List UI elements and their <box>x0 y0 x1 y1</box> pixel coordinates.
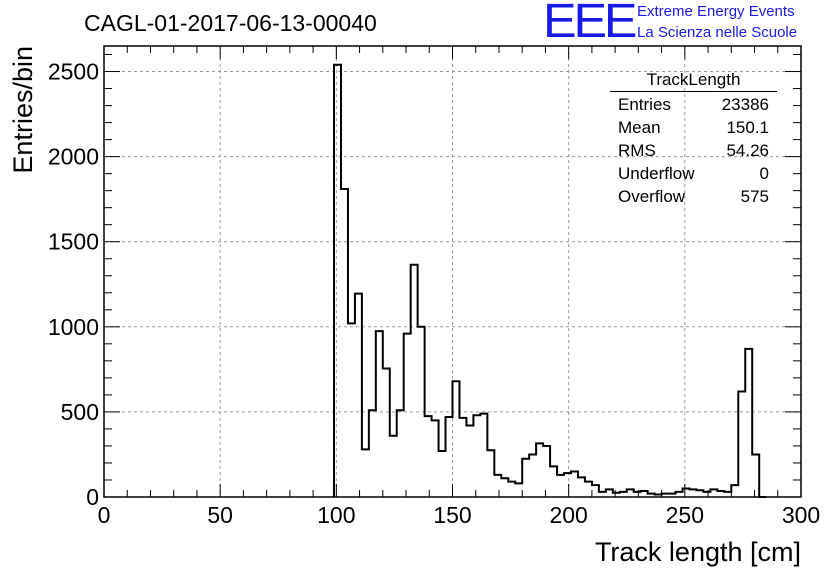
histogram-bin <box>383 369 390 497</box>
histogram-bin <box>627 489 634 497</box>
y-tick-label: 2000 <box>48 144 99 170</box>
stats-value-mean: 150.1 <box>726 118 769 137</box>
y-tick-label: 500 <box>61 399 99 425</box>
stats-value-rms: 54.26 <box>726 141 769 160</box>
x-tick-label: 150 <box>433 502 471 528</box>
histogram-bin <box>578 477 585 497</box>
histogram-bin <box>557 475 564 497</box>
stats-label-mean: Mean <box>618 118 661 137</box>
histogram-bin <box>501 478 508 497</box>
histogram-bin <box>731 485 738 497</box>
logo-caption-line2: La Scienza nelle Scuole <box>637 24 798 41</box>
stats-label-entries: Entries <box>618 95 671 114</box>
histogram-bin <box>459 418 466 497</box>
histogram-bin <box>466 426 473 497</box>
histogram-bin <box>752 454 759 497</box>
y-tick-label: 1500 <box>48 229 99 255</box>
x-tick-label: 50 <box>207 502 233 528</box>
stats-value-underflow: 0 <box>759 164 769 183</box>
histogram-bin <box>710 489 717 497</box>
stats-row: Overflow 575 <box>610 185 777 208</box>
axis-ticks: 0 50 100 150 200 250 300 0 500 1000 1500 2000 2500 <box>48 46 820 528</box>
histogram-bin <box>446 417 453 497</box>
stats-value-overflow: 575 <box>740 187 769 206</box>
histogram-bin <box>696 490 703 497</box>
histogram-bin <box>453 381 460 497</box>
histogram-bin <box>355 294 362 497</box>
histogram-bin <box>404 334 411 497</box>
histogram-bin <box>480 414 487 497</box>
histogram-bin <box>473 415 480 497</box>
histogram-bin <box>432 420 439 497</box>
histogram-bin <box>397 410 404 497</box>
y-axis-title: Entries/bin <box>8 46 38 174</box>
histogram-bin <box>439 451 446 497</box>
x-tick-label: 0 <box>98 502 111 528</box>
stats-row: Underflow 0 <box>610 162 777 185</box>
histogram-bin <box>390 436 397 497</box>
stats-row: Mean 150.1 <box>610 116 777 139</box>
histogram-outline <box>333 63 767 498</box>
histogram-bin <box>411 265 418 497</box>
stats-row: Entries 23386 <box>610 93 777 116</box>
stats-row: RMS 54.26 <box>610 139 777 162</box>
x-axis-title: Track length [cm] <box>595 537 801 567</box>
histogram-bin <box>341 189 348 497</box>
histogram-bin <box>425 416 432 497</box>
histogram-bin <box>494 475 501 497</box>
x-tick-label: 200 <box>549 502 587 528</box>
histogram-bin <box>606 489 613 497</box>
histogram-bin <box>376 331 383 497</box>
y-tick-label: 0 <box>86 484 99 510</box>
histogram-bin <box>564 473 571 497</box>
x-tick-label: 300 <box>782 502 820 528</box>
x-tick-label: 250 <box>666 502 704 528</box>
histogram-bin <box>689 489 696 497</box>
histogram-bin <box>362 449 369 497</box>
y-tick-label: 2500 <box>48 59 99 85</box>
histogram-bin <box>348 323 355 497</box>
histogram-bin <box>529 454 536 497</box>
stats-label-rms: RMS <box>618 141 656 160</box>
stats-label-overflow: Overflow <box>618 187 686 206</box>
stats-value-entries: 23386 <box>721 95 769 114</box>
histogram-bin <box>550 466 557 497</box>
x-tick-label: 100 <box>317 502 355 528</box>
histogram-bin <box>683 488 690 497</box>
stats-box: TrackLength Entries 23386 Mean 150.1 RMS… <box>610 70 777 208</box>
histogram-bin <box>745 349 752 497</box>
histogram-bin <box>369 410 376 497</box>
logo-caption-line1: Extreme Energy Events <box>637 3 795 20</box>
histogram-bin <box>515 483 522 497</box>
histogram-bin <box>543 446 550 497</box>
histogram-bin <box>522 459 529 497</box>
histogram-bin <box>738 391 745 497</box>
histogram-bin <box>585 482 592 497</box>
histogram-bin <box>536 443 543 497</box>
histogram-bin <box>487 450 494 497</box>
histogram-bin <box>334 65 341 497</box>
histogram-bin <box>571 471 578 497</box>
histogram-bin <box>592 485 599 497</box>
eee-logo: EEE <box>543 0 638 48</box>
y-tick-label: 1000 <box>48 314 99 340</box>
histogram-bin <box>508 482 515 497</box>
run-title: CAGL-01-2017-06-13-00040 <box>84 10 377 36</box>
stats-box-title: TrackLength <box>610 70 777 92</box>
stats-label-underflow: Underflow <box>618 164 695 183</box>
